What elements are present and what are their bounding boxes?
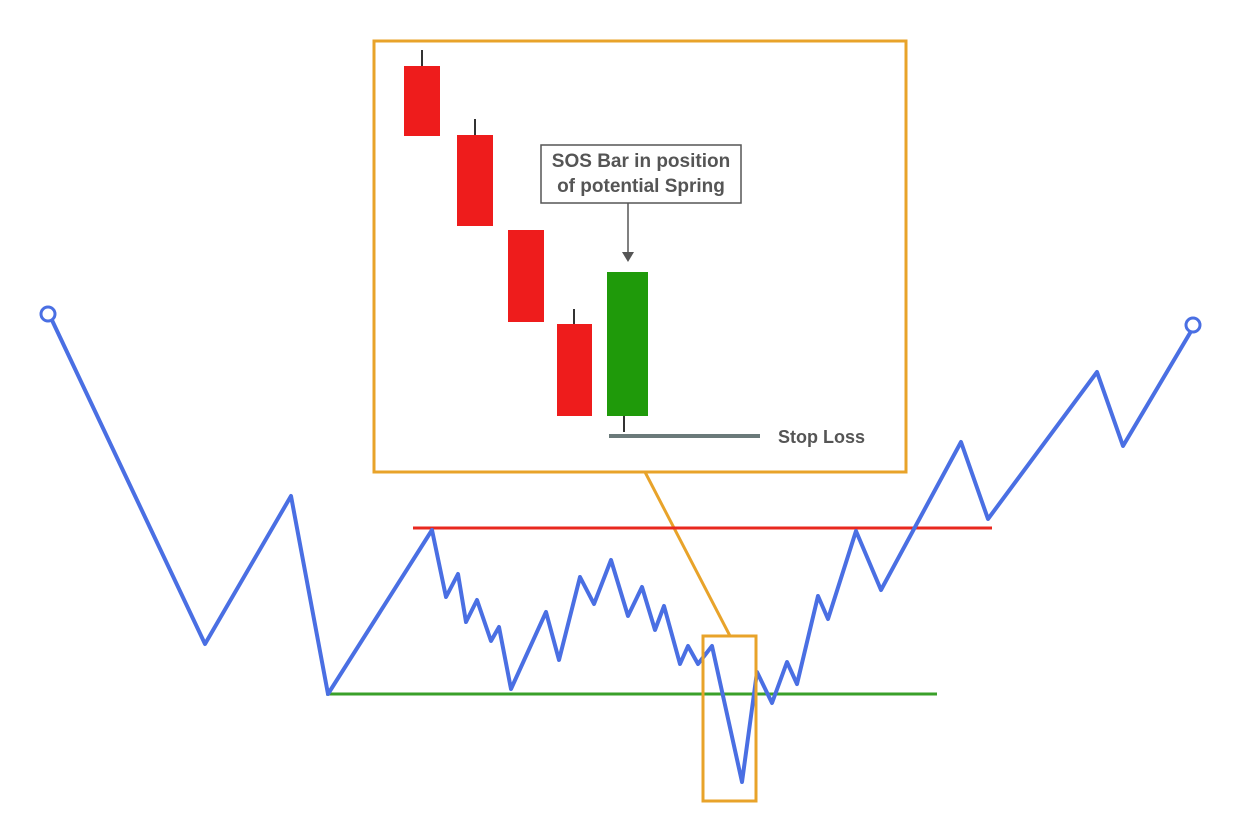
- annotation-line-1: SOS Bar in position: [552, 151, 730, 172]
- bearish-candle: [508, 230, 544, 322]
- bearish-candle: [404, 50, 440, 136]
- annotation-line-2: of potential Spring: [557, 176, 725, 197]
- bearish-candle: [557, 309, 592, 416]
- start-point-marker: [39, 305, 57, 323]
- arrow-down-icon: [622, 252, 634, 262]
- end-point-marker: [1184, 316, 1202, 334]
- zoom-connector-line: [643, 471, 732, 637]
- spring-highlight-box: [701, 634, 758, 803]
- bearish-candle: [457, 119, 493, 226]
- stop-loss-label: Stop Loss: [778, 427, 865, 447]
- bullish-sos-candle: [607, 272, 648, 432]
- price-path: [48, 314, 1192, 784]
- annotation-callout: [540, 144, 742, 204]
